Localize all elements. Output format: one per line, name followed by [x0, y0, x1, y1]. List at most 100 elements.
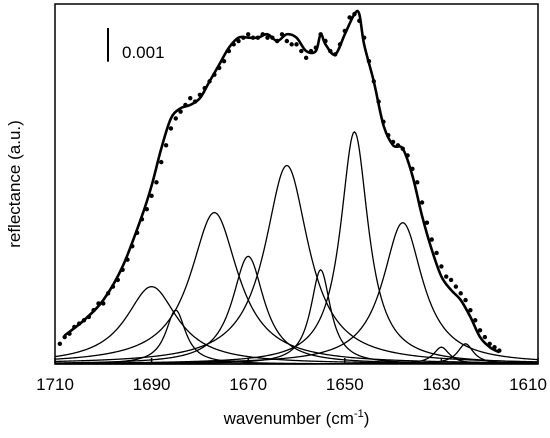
data-point — [289, 42, 294, 47]
data-point — [72, 324, 77, 330]
data-point — [207, 79, 212, 84]
data-point — [342, 28, 347, 34]
data-point — [424, 220, 430, 225]
data-point — [241, 35, 246, 40]
data-point — [434, 250, 439, 256]
fit-components — [54, 130, 539, 365]
data-point — [313, 45, 319, 50]
data-point — [415, 180, 420, 185]
data-point — [279, 32, 285, 37]
data-point — [473, 318, 478, 323]
data-point — [299, 48, 304, 54]
data-point — [323, 38, 328, 44]
data-point — [236, 38, 241, 44]
data-point — [453, 284, 459, 289]
data-point — [168, 126, 174, 131]
data-point — [381, 119, 386, 124]
data-point — [62, 334, 67, 340]
data-point — [419, 200, 425, 205]
data-point — [105, 291, 111, 296]
fit-component-5 — [54, 164, 539, 363]
data-point — [448, 277, 454, 283]
data-point — [221, 59, 227, 64]
data-point — [154, 180, 159, 185]
data-point — [91, 307, 96, 313]
fit-component-3 — [54, 211, 539, 364]
data-point — [492, 344, 497, 350]
data-point — [337, 42, 343, 47]
data-point — [163, 143, 169, 148]
data-point — [231, 42, 236, 47]
data-point — [144, 207, 149, 212]
fit-curve-group — [63, 9, 500, 354]
x-tick-label: 1670 — [229, 375, 267, 394]
data-point — [226, 48, 232, 54]
x-axis-label-end: ) — [364, 409, 370, 428]
data-point — [212, 72, 217, 77]
data-point — [308, 48, 314, 54]
data-point — [120, 267, 125, 272]
x-tick-label: 1710 — [36, 375, 74, 394]
data-point — [274, 38, 280, 44]
data-point — [318, 32, 323, 37]
data-point — [477, 328, 483, 333]
x-axis-label-superscript: -1 — [354, 408, 364, 420]
data-point — [139, 217, 145, 222]
data-point — [366, 59, 372, 64]
data-point — [159, 159, 164, 165]
data-point — [134, 230, 140, 235]
data-point — [110, 284, 116, 289]
scale-bar-label: 0.001 — [122, 43, 165, 62]
fit-curve — [63, 9, 500, 354]
x-tick-label: 1610 — [509, 375, 547, 394]
data-point — [357, 18, 362, 24]
data-point — [197, 92, 203, 98]
x-tick-label: 1630 — [422, 375, 460, 394]
y-axis-label: reflectance (a.u.) — [5, 120, 24, 248]
data-point — [444, 274, 449, 279]
data-point — [67, 331, 72, 336]
data-point — [270, 35, 275, 40]
data-point — [202, 85, 207, 91]
data-point — [260, 32, 265, 37]
data-point — [265, 35, 270, 40]
data-point — [255, 35, 261, 40]
x-tick-label: 1650 — [326, 375, 364, 394]
data-point — [390, 139, 396, 145]
data-point — [429, 237, 434, 242]
data-point — [303, 55, 309, 61]
x-axis-ticks: 1710 1690 1670 1650 1630 1610 — [36, 358, 547, 394]
data-point — [376, 99, 381, 104]
data-point — [115, 277, 120, 283]
fit-component-7 — [55, 130, 539, 364]
data-point — [101, 301, 106, 306]
data-point — [386, 133, 391, 138]
x-axis-label-text: wavenumber (cm — [223, 409, 354, 428]
data-point — [86, 314, 92, 320]
data-point — [96, 301, 101, 306]
data-point — [149, 193, 154, 198]
data-point — [497, 348, 502, 353]
data-point — [405, 153, 410, 158]
data-point — [328, 48, 333, 54]
data-point — [410, 166, 415, 172]
data-point — [439, 264, 444, 269]
data-point — [130, 244, 135, 249]
data-point — [482, 334, 488, 340]
x-axis-label: wavenumber (cm-1) — [223, 408, 370, 428]
data-point — [352, 11, 357, 17]
data-point — [183, 102, 188, 108]
data-point — [487, 341, 492, 347]
data-point — [178, 109, 183, 114]
fit-component-10 — [55, 343, 539, 365]
x-tick-label: 1690 — [133, 375, 171, 394]
data-point — [332, 52, 338, 57]
data-point — [188, 96, 193, 101]
data-point — [173, 116, 178, 121]
fit-component-2 — [54, 309, 538, 365]
data-point — [217, 65, 222, 71]
measured-points — [57, 11, 502, 353]
data-point — [125, 257, 130, 262]
data-point — [57, 341, 63, 347]
data-point — [468, 307, 473, 313]
